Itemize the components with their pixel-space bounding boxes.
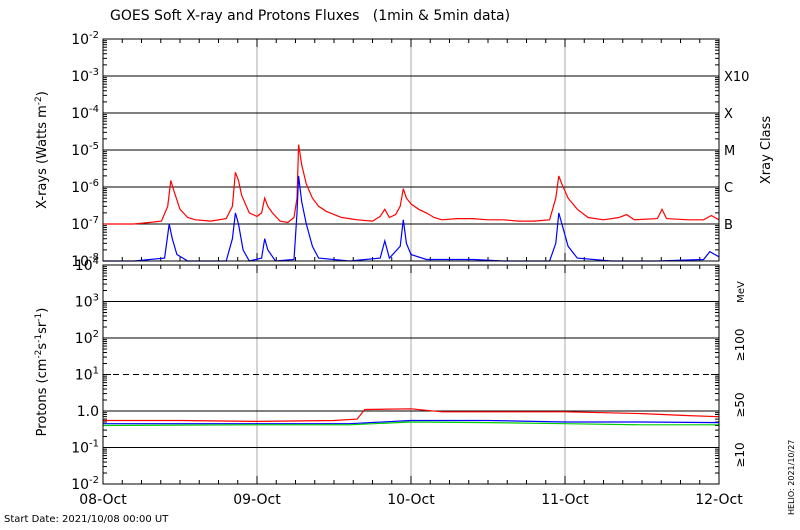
proton-series-p50: [103, 419, 720, 425]
x-date-label: 10-Oct: [387, 492, 435, 508]
proton-series-p100: [102, 421, 719, 427]
xray-tick-label: 10-3: [71, 67, 99, 85]
x-date-label: 11-Oct: [541, 492, 589, 508]
xray-tick-label: 10-6: [71, 178, 99, 196]
xray-panel-frame: [102, 38, 720, 262]
proton-tick-label: 104: [75, 256, 99, 274]
xray-class-label: C: [724, 181, 733, 196]
start-date-label: Start Date: 2021/10/08 00:00 UT: [4, 514, 169, 525]
xray-tick-label: 10-7: [71, 215, 99, 233]
proton-tick-label: 10-1: [71, 439, 99, 457]
helio-stamp: HELIO: 2021/10/27: [787, 439, 796, 515]
proton-panel-frame: [102, 264, 720, 485]
xray-y-axis-label: X-rays (Watts m-2): [34, 91, 50, 209]
xray-series-short: [103, 175, 720, 262]
xray-class-label: X10: [724, 70, 749, 85]
proton-tick-label: 10-2: [71, 475, 99, 493]
proton-tick-label: 102: [75, 329, 99, 347]
xray-class-axis-title: Xray Class: [759, 116, 774, 184]
proton-tick-label: 103: [75, 293, 99, 311]
proton-series-p10: [103, 408, 720, 423]
proton-tick-label: 1.0: [77, 404, 99, 420]
energy-label-2: ≥10: [733, 442, 747, 467]
xray-tick-label: 10-8: [71, 252, 99, 270]
proton-tick-label: 101: [75, 366, 99, 384]
proton-y-axis-label: Protons (cm-2s-1sr-1): [34, 308, 50, 437]
chart-title: GOES Soft X-ray and Protons Fluxes (1min…: [110, 8, 511, 24]
energy-unit-label: MeV: [736, 281, 747, 303]
xray-class-label: M: [724, 144, 735, 159]
xray-class-label: X: [724, 107, 733, 122]
xray-tick-label: 10-2: [71, 30, 99, 48]
xray-series-long: [103, 144, 720, 225]
energy-label-1: ≥50: [733, 392, 747, 417]
xray-tick-label: 10-5: [71, 141, 99, 159]
x-date-label: 08-Oct: [79, 492, 127, 508]
x-date-label: 12-Oct: [695, 492, 743, 508]
x-date-label: 09-Oct: [233, 492, 281, 508]
xray-tick-label: 10-4: [71, 104, 99, 122]
xray-class-label: B: [724, 218, 733, 233]
energy-label-0: ≥100: [733, 329, 747, 362]
